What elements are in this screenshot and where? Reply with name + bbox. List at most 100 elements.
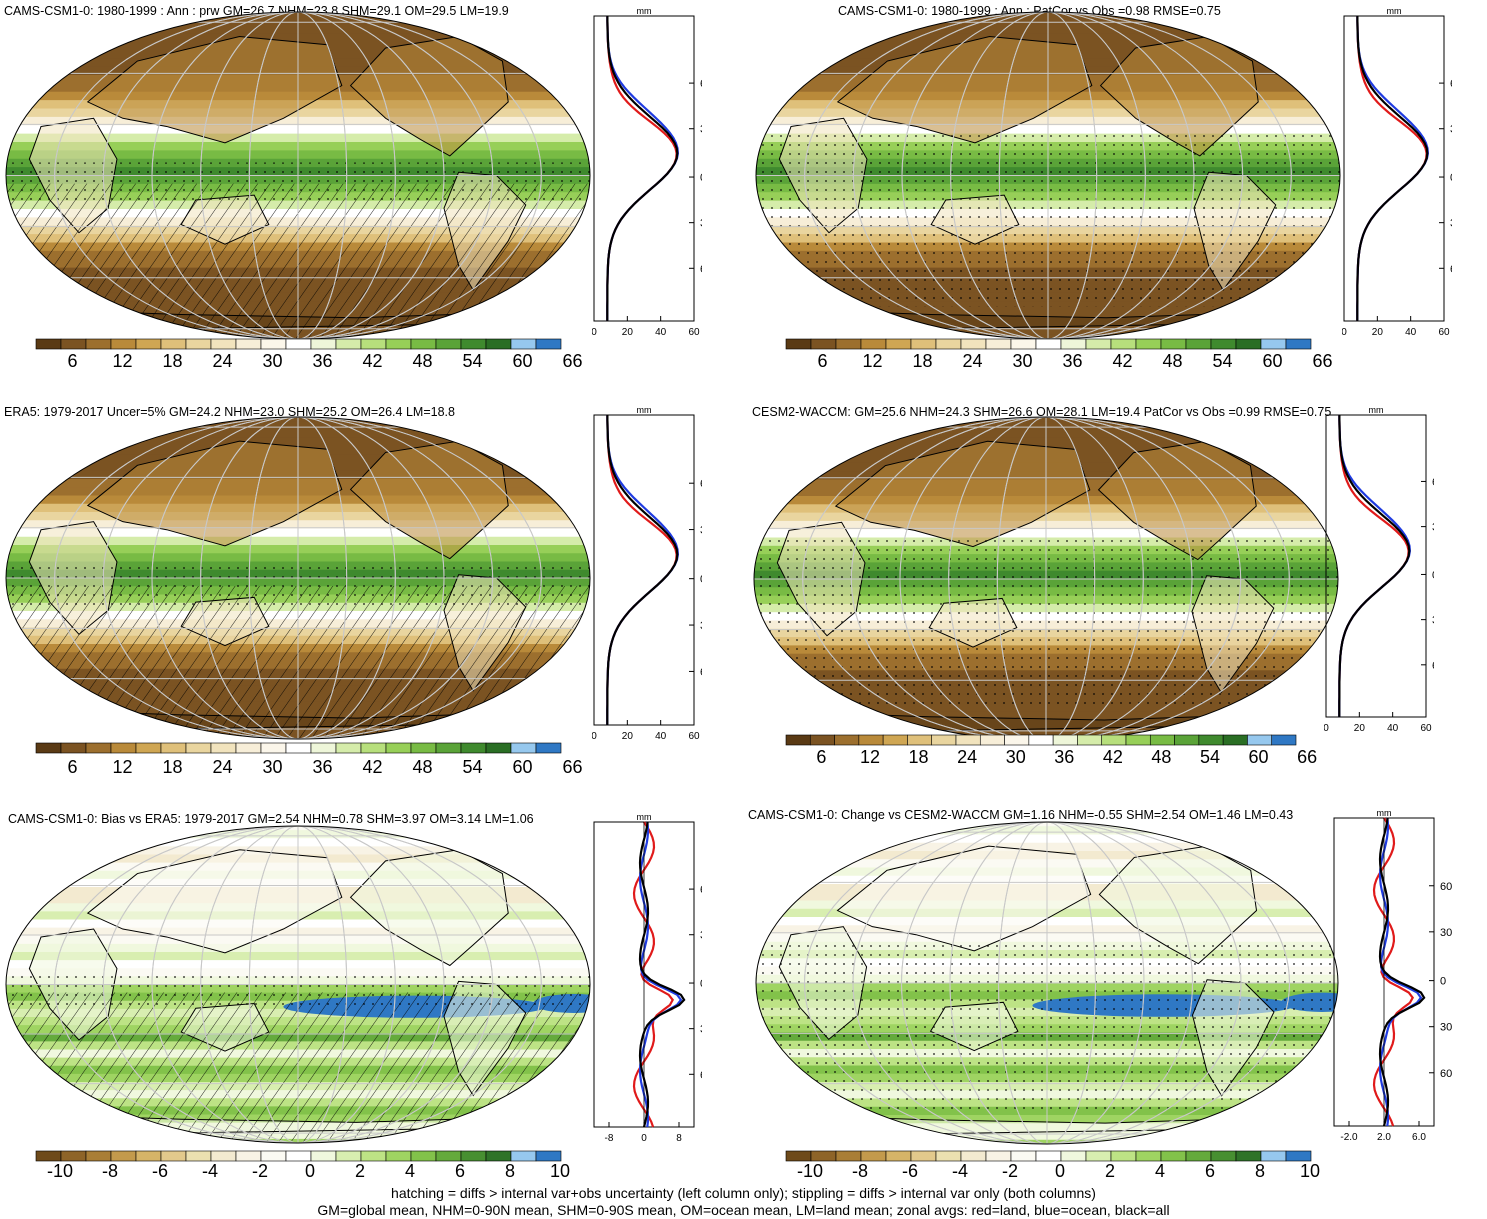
zonal-value-tick: -8 (605, 1133, 614, 1144)
colorbar-swatch (1149, 734, 1175, 746)
colorbar-swatch (235, 742, 262, 754)
colorbar-swatch (785, 338, 812, 350)
colorbar-tick-label: 42 (1102, 747, 1123, 767)
zonal-ocean-curve (606, 16, 680, 321)
colorbar-swatch (85, 1150, 112, 1162)
colorbar-swatch (1235, 338, 1262, 350)
colorbar-swatch (210, 338, 237, 350)
footer: hatching = diffs > internal var+obs unce… (0, 1185, 1487, 1219)
zonal-mean-plot: mm 60N 30N 0 30S 60S 0 20 40 60 (1324, 405, 1434, 734)
colorbar (35, 742, 562, 754)
colorbar-swatch (535, 1150, 562, 1162)
colorbar-swatch (810, 1150, 837, 1162)
colorbar-tick-label: 8 (1254, 1161, 1265, 1181)
panel-title: CAMS-CSM1-0: Change vs CESM2-WACCM GM=1.… (748, 808, 1294, 822)
zonal-lat-tick: 30N (1432, 522, 1434, 534)
map-panel (753, 416, 1339, 742)
colorbar-tick-label: 8 (504, 1161, 515, 1181)
zonal-lat-tick: 60N (1432, 476, 1434, 488)
zonal-lat-tick: 0 (1432, 569, 1434, 581)
zonal-lat-tick: 30S (700, 620, 702, 632)
colorbar-tick-label: 36 (1054, 747, 1075, 767)
colorbar-swatch (1035, 1150, 1062, 1162)
colorbar-tick-label: 48 (1151, 747, 1172, 767)
zonal-lat-tick: 30N (1450, 124, 1452, 136)
zonal-lat-tick: 30N (1440, 927, 1452, 939)
zonal-land-curve (1372, 817, 1415, 1127)
map-panel (5, 11, 591, 340)
colorbar-tick-label: 66 (562, 757, 583, 777)
colorbar-swatch (1010, 338, 1037, 350)
zonal-lat-tick: 30S (1440, 1022, 1452, 1034)
colorbar-tick-label: 0 (1054, 1161, 1065, 1181)
colorbar-swatch (60, 742, 87, 754)
zonal-ocean-curve (606, 415, 680, 725)
map-panel (755, 821, 1339, 1145)
colorbar-swatch (1060, 1150, 1087, 1162)
colorbar (35, 338, 562, 350)
colorbar-swatch (885, 338, 912, 350)
colorbar-swatch (235, 1150, 262, 1162)
colorbar-swatch (910, 338, 937, 350)
colorbar-swatch (385, 338, 412, 350)
map-panel (5, 825, 591, 1144)
colorbar-tick-label: 66 (1312, 351, 1333, 371)
panel-title: CAMS-CSM1-0: 1980-1999 : Ann : PatCor vs… (838, 4, 1221, 18)
zonal-value-tick: 0 (592, 327, 597, 338)
colorbar-swatch (360, 742, 387, 754)
zonal-ocean-curve (1338, 415, 1412, 717)
zonal-value-tick: 0 (641, 1133, 647, 1144)
colorbar-tick-label: 42 (1112, 351, 1133, 371)
colorbar-swatch (1247, 734, 1273, 746)
colorbar-swatch (485, 742, 512, 754)
colorbar-tick-label: 6 (67, 351, 78, 371)
colorbar-tick-label: 54 (1199, 747, 1221, 767)
colorbar-tick-label: 10 (549, 1161, 571, 1181)
colorbar-swatch (260, 742, 287, 754)
colorbar-tick-label: 12 (862, 351, 883, 371)
colorbar-swatch (985, 1150, 1012, 1162)
zonal-mean-plot: mm 60N 30N 0 30S 60S 0 20 40 60 (592, 405, 702, 742)
colorbar-tick-label: 48 (412, 351, 433, 371)
zonal-lat-tick: 60S (1450, 263, 1452, 275)
colorbar-swatch (385, 1150, 412, 1162)
zonal-value-tick: 40 (1405, 327, 1417, 338)
zonal-lat-tick: 30S (1450, 218, 1452, 230)
colorbar-tick-label: 54 (1212, 351, 1233, 371)
zonal-lat-tick: 0 (700, 172, 702, 184)
colorbar-swatch (835, 1150, 862, 1162)
colorbar-swatch (460, 338, 487, 350)
colorbar-swatch (931, 734, 957, 746)
zonal-lat-tick: 30N (700, 124, 702, 136)
colorbar-swatch (360, 1150, 387, 1162)
colorbar-swatch (1110, 1150, 1137, 1162)
footer-line-2: GM=global mean, NHM=0-90N mean, SHM=0-90… (317, 1202, 1170, 1218)
zonal-lat-tick: 30N (700, 525, 702, 537)
colorbar-swatch (1110, 338, 1137, 350)
zonal-unit-label: mm (637, 405, 652, 415)
colorbar-swatch (1174, 734, 1200, 746)
colorbar-swatch (1101, 734, 1127, 746)
colorbar-tick-label: 12 (859, 747, 881, 767)
zonal-value-tick: 0 (592, 731, 597, 742)
zonal-value-tick: 20 (622, 327, 634, 338)
colorbar-swatch (1160, 1150, 1187, 1162)
colorbar-swatch (1052, 734, 1078, 746)
colorbar-tick-label: -10 (46, 1161, 73, 1181)
colorbar-swatch (955, 734, 981, 746)
zonal-value-tick: 0 (1324, 723, 1329, 734)
zonal-mean-plot: mm 60N 30N 0 30S 60S 0 20 40 60 (1342, 6, 1452, 338)
colorbar-swatch (260, 1150, 287, 1162)
colorbar-swatch (135, 742, 162, 754)
colorbar-swatch (35, 338, 62, 350)
colorbar-tick-label: 6 (1204, 1161, 1215, 1181)
colorbar-swatch (860, 338, 887, 350)
zonal-value-tick: 40 (1387, 723, 1399, 734)
colorbar-swatch (858, 734, 884, 746)
colorbar-swatch (460, 742, 487, 754)
colorbar-tick-label: 60 (512, 757, 533, 777)
colorbar-tick-label: -2 (251, 1161, 268, 1181)
colorbar-swatch (1260, 1150, 1287, 1162)
colorbar-swatch (1198, 734, 1224, 746)
zonal-land-curve (1356, 16, 1428, 321)
